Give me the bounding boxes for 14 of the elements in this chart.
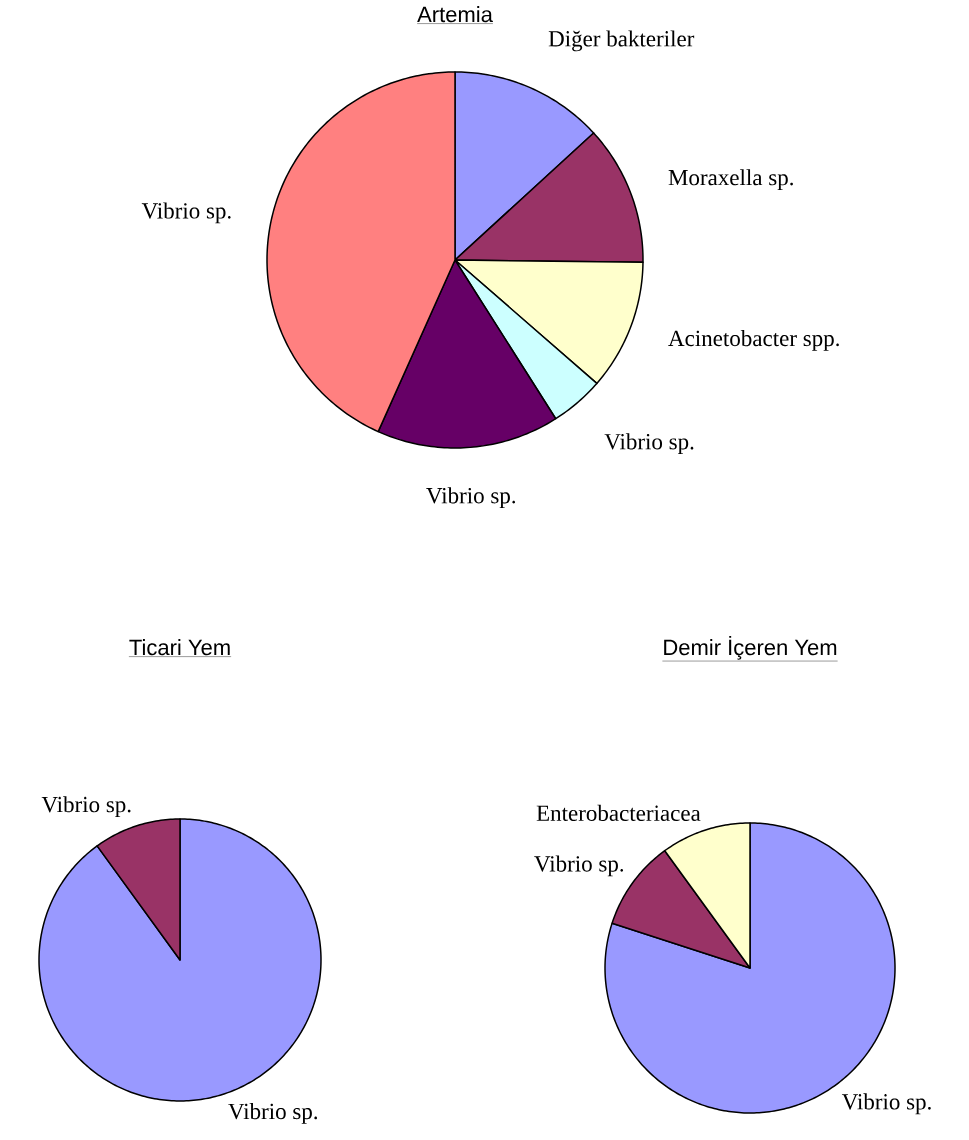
slice-label: Diğer bakteriler [548,30,695,52]
slice-label: Vibrio sp. [228,1102,318,1124]
slice-label: Vibrio sp. [41,796,131,817]
chart-title: Demir İçeren Yem [664,635,837,660]
chart-title: Artemia [417,6,493,23]
slice-label: Vibrio sp. [534,855,624,877]
chart-title: Ticari Yem [129,639,230,656]
slice-label: Vibrio sp. [841,1093,931,1115]
slice-label: Moraxella sp. [668,169,793,191]
slice-label: Vibrio sp. [426,487,516,509]
slice-label: Vibrio sp. [604,433,694,455]
slice-label: Vibrio sp. [141,202,231,224]
slice-label: Acinetobacter spp. [668,329,839,351]
slice-label: Enterobacteriacea [536,804,701,821]
